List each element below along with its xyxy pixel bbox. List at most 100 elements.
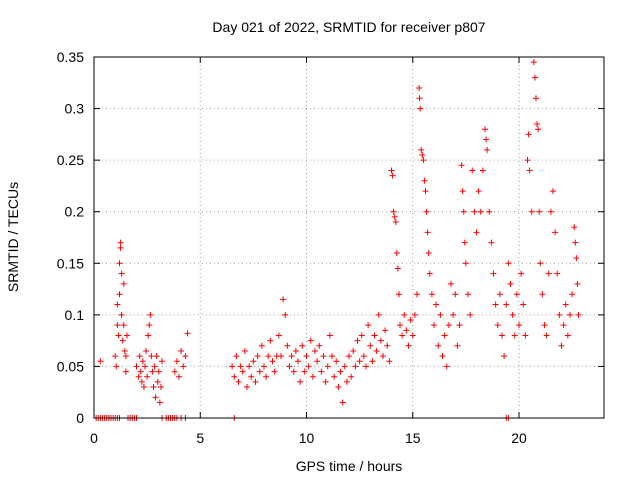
data-point <box>113 363 120 370</box>
data-point <box>123 332 130 339</box>
data-point <box>486 208 493 215</box>
data-point <box>343 378 350 385</box>
data-point <box>520 301 527 308</box>
x-tick-label: 20 <box>511 430 527 446</box>
data-point <box>329 353 335 360</box>
data-point <box>380 353 386 360</box>
data-point <box>305 363 312 370</box>
data-point <box>390 208 397 215</box>
data-point <box>151 363 158 370</box>
data-point <box>395 291 402 298</box>
data-point <box>423 208 430 215</box>
data-point <box>518 270 525 277</box>
data-point <box>448 280 454 287</box>
data-point <box>335 384 342 391</box>
data-point <box>140 384 147 391</box>
data-point <box>231 373 238 380</box>
data-point <box>341 363 348 370</box>
data-point <box>159 358 165 365</box>
data-point <box>465 291 471 298</box>
data-point <box>367 342 374 349</box>
data-point <box>431 322 437 329</box>
data-point <box>575 311 582 318</box>
data-point <box>235 378 242 385</box>
data-point <box>339 399 346 406</box>
data-point <box>116 291 123 298</box>
data-point <box>416 84 423 91</box>
data-point <box>275 332 282 339</box>
data-point <box>488 239 495 246</box>
data-point <box>501 353 508 360</box>
data-point <box>261 363 267 370</box>
data-point <box>573 255 580 262</box>
data-point <box>539 291 546 298</box>
data-point <box>121 347 128 354</box>
data-point <box>411 311 418 318</box>
data-point <box>416 95 423 102</box>
data-point <box>278 353 284 360</box>
data-point <box>157 384 164 391</box>
data-point <box>420 157 427 164</box>
chart-title: Day 021 of 2022, SRMTID for receiver p80… <box>212 19 485 35</box>
data-point <box>422 188 429 195</box>
data-point <box>445 322 452 329</box>
data-point <box>147 311 154 318</box>
data-point <box>407 317 414 324</box>
data-point <box>414 291 420 298</box>
data-point <box>356 358 363 365</box>
data-point <box>426 270 433 277</box>
data-point <box>120 280 127 287</box>
data-point <box>543 332 550 339</box>
data-point <box>511 332 518 339</box>
data-point <box>337 368 344 375</box>
data-point <box>424 229 431 236</box>
data-point <box>120 322 127 329</box>
data-point <box>473 229 480 236</box>
data-point <box>482 126 488 133</box>
data-point <box>280 296 287 303</box>
data-point <box>503 301 510 308</box>
data-point <box>513 291 520 298</box>
data-point <box>286 363 293 370</box>
data-point <box>114 322 121 329</box>
y-tick-label: 0.25 <box>57 152 84 168</box>
grid-layer <box>94 57 604 418</box>
data-point <box>265 353 272 360</box>
data-point <box>252 378 259 385</box>
data-point <box>386 358 393 365</box>
data-point <box>377 337 384 344</box>
data-point <box>525 131 532 138</box>
data-point <box>258 342 265 349</box>
data-point <box>346 353 352 360</box>
data-point <box>326 332 333 339</box>
data-point <box>439 353 446 360</box>
data-point <box>182 353 189 360</box>
data-point <box>333 358 340 365</box>
data-point <box>554 270 561 277</box>
x-tick-label: 15 <box>405 430 421 446</box>
data-point <box>461 239 468 246</box>
data-point <box>564 332 571 339</box>
data-point <box>143 347 150 354</box>
data-point <box>369 358 376 365</box>
data-point <box>574 280 581 287</box>
data-point <box>393 249 400 256</box>
data-point <box>146 322 153 329</box>
data-point <box>458 162 465 169</box>
data-point <box>522 332 529 339</box>
data-point <box>117 239 124 246</box>
data-point <box>450 311 457 318</box>
data-point <box>292 347 299 354</box>
data-point <box>469 167 476 174</box>
data-point <box>254 353 261 360</box>
data-point <box>428 291 435 298</box>
data-point <box>138 378 145 385</box>
data-point <box>475 188 482 195</box>
data-point <box>297 378 304 385</box>
data-point <box>303 353 310 360</box>
data-point <box>526 167 533 174</box>
data-point <box>233 353 240 360</box>
data-point <box>382 327 389 334</box>
data-point <box>401 311 408 318</box>
